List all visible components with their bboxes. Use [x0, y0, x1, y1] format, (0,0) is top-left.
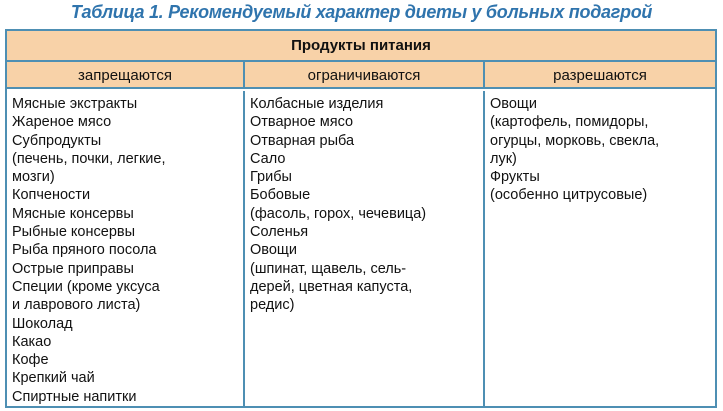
list-item: Мясные консервы — [12, 205, 134, 222]
list-item: Грибы — [250, 169, 292, 186]
list-item: мозги) — [12, 169, 55, 186]
list-item: Фрукты — [490, 169, 540, 186]
list-item: и лаврового листа) — [12, 297, 141, 314]
column-header-allowed: разрешаются — [483, 62, 715, 89]
list-item: Бобовые — [250, 187, 311, 204]
list-item: (шпинат, щавель, сель- — [250, 260, 407, 277]
column-allowed: Овощи (картофель, помидоры, огурцы, морков… — [483, 91, 715, 406]
list-item: Специи (кроме уксуса — [12, 278, 160, 295]
list-item: Мясные экстракты — [12, 96, 138, 112]
diet-table: Продукты питания запрещаются ограничиваю… — [5, 29, 717, 408]
list-item: (печень, почки, легкие, — [12, 150, 166, 167]
list-item: лук) — [490, 150, 517, 167]
list-item: Кофе — [12, 352, 49, 369]
table-header: Продукты питания — [7, 31, 715, 62]
list-item: Колбасные изделия — [250, 96, 384, 112]
list-item: дерей, цветная капуста, — [250, 278, 413, 295]
list-item: Отварная рыба — [250, 132, 355, 149]
list-item: (особенно цитрусовые) — [490, 187, 648, 204]
list-item: Жареное мясо — [12, 114, 112, 131]
list-item: огурцы, морковь, свекла, — [490, 132, 660, 149]
list-item: Шоколад — [12, 315, 73, 332]
list-item: (фасоль, горох, чечевица) — [250, 205, 427, 222]
list-item: Спиртные напитки — [12, 388, 137, 405]
table-title: Таблица 1. Рекомендуемый характер диеты … — [70, 2, 653, 22]
list-item: редис) — [250, 297, 295, 314]
column-header-forbidden: запрещаются — [7, 62, 243, 89]
list-item: Отварное мясо — [250, 114, 354, 131]
list-item: Копчености — [12, 187, 91, 204]
column-header-limited: ограничиваются — [243, 62, 483, 89]
list-item: Рыба пряного посола — [12, 242, 157, 259]
column-forbidden: Мясные экстракты Жареное мясо Субпродукты(… — [7, 91, 243, 406]
list-item: Какао — [12, 333, 52, 350]
list-item: (картофель, помидоры, — [490, 114, 649, 131]
list-item: Субпродукты — [12, 132, 102, 149]
list-item: Крепкий чай — [12, 370, 95, 387]
list-item: Овощи — [250, 242, 297, 259]
column-limited: Колбасные изделия Отварное мясо Отварная р… — [243, 91, 483, 406]
list-item: Рыбные консервы — [12, 224, 136, 241]
list-item: Овощи — [490, 96, 537, 112]
list-item: Острые приправы — [12, 260, 134, 277]
list-item: Соленья — [250, 224, 309, 241]
list-item: Сало — [250, 150, 286, 167]
